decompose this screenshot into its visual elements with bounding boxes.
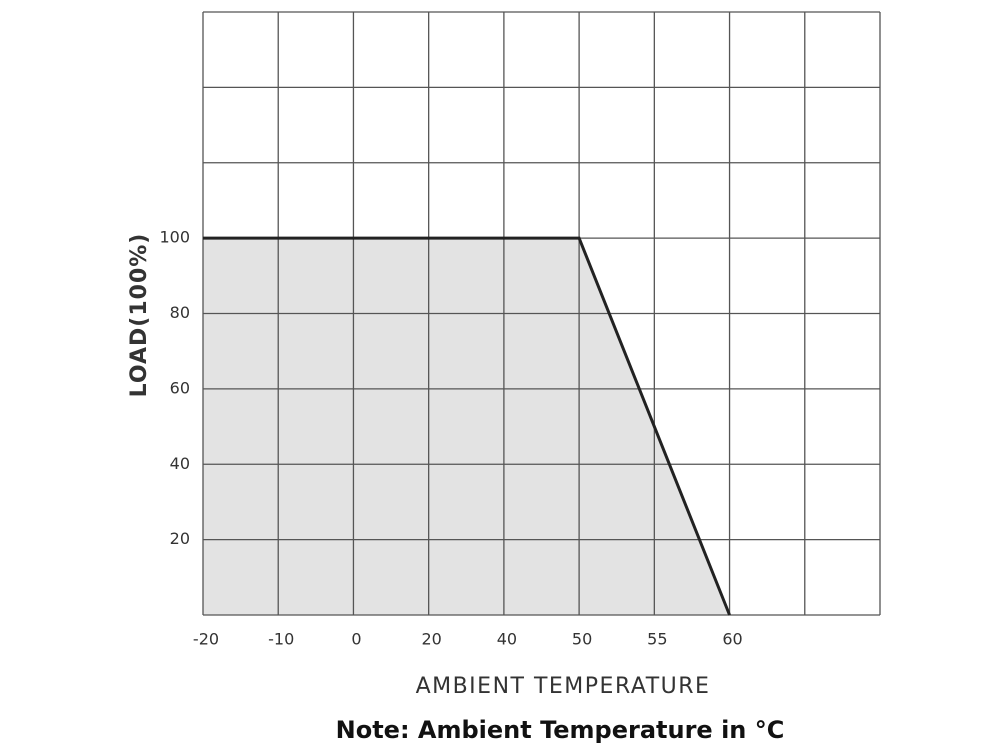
- x-tick-label: 55: [647, 630, 667, 649]
- area-fill: [203, 238, 730, 615]
- x-tick-label: -20: [193, 630, 219, 649]
- x-tick-label: 40: [497, 630, 517, 649]
- x-tick-label: 60: [722, 630, 742, 649]
- x-tick-label: 0: [351, 630, 361, 649]
- y-axis-label: LOAD(100%): [127, 233, 152, 398]
- line: [203, 236, 731, 616]
- y-tick-label: 20: [170, 529, 190, 548]
- note: Note: Ambient Temperature in °C: [336, 716, 785, 744]
- x-tick-label: 50: [572, 630, 592, 649]
- y-tick-label: 60: [170, 378, 190, 397]
- y-tick-label: 80: [170, 303, 190, 322]
- y-tick-label: 100: [159, 228, 190, 247]
- x-tick-label: 20: [421, 630, 441, 649]
- x-axis-label: AMBIENT TEMPERATURE: [416, 674, 711, 699]
- x-tick-label: -10: [268, 630, 294, 649]
- y-tick-label: 40: [170, 454, 190, 473]
